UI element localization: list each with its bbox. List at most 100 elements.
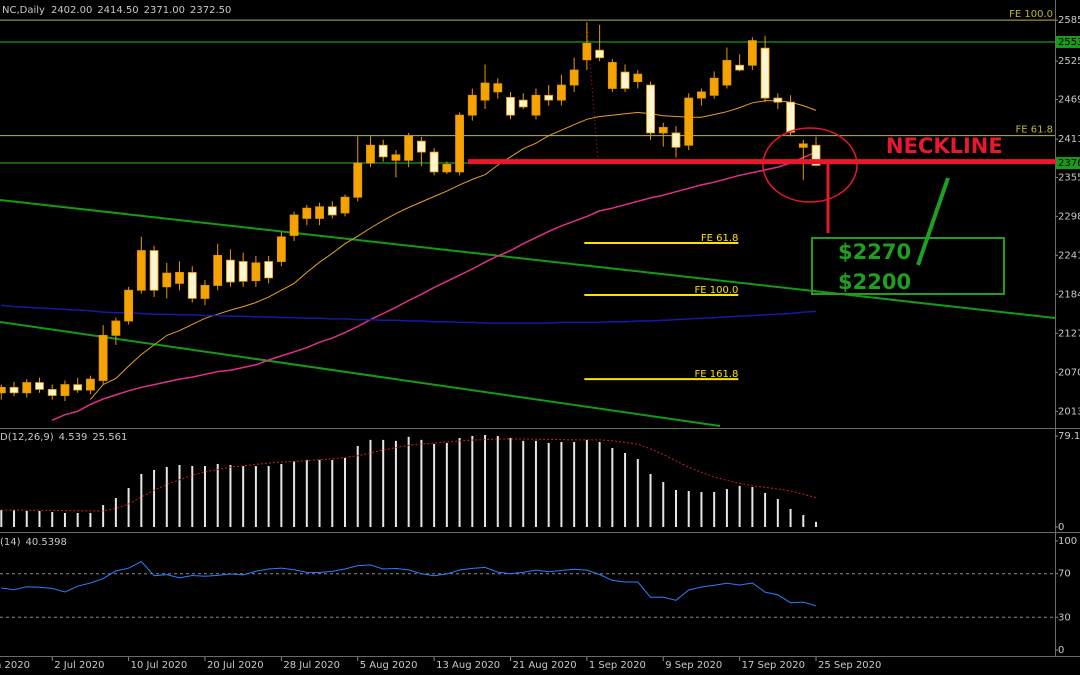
x-tick-label: 10 Jul 2020	[131, 660, 188, 671]
candle-body	[73, 384, 83, 391]
x-tick-label: 17 Sep 2020	[742, 660, 805, 671]
y-tick-label: 2070	[1058, 367, 1080, 378]
highlight-circle	[762, 127, 858, 203]
candle-body	[302, 207, 312, 219]
candle-body	[264, 261, 274, 279]
ohlc-value: 2402.00	[51, 5, 92, 16]
rsi-header: (14) 40.5398	[0, 537, 67, 548]
ohlc-value: 2371.00	[144, 5, 185, 16]
candle-body	[531, 94, 541, 116]
candle-body	[111, 320, 121, 336]
line-series	[1, 560, 817, 607]
y-tick-label: 79.1	[1058, 431, 1080, 442]
candle-body	[47, 388, 57, 396]
y-tick-label: 0	[1058, 645, 1064, 656]
indicator-value: 4.539	[59, 432, 88, 443]
candle-body	[735, 64, 745, 71]
candle-body	[251, 262, 261, 282]
candle-body	[633, 73, 643, 83]
candle-body	[798, 143, 808, 148]
price-level-label: 2553	[1058, 37, 1080, 48]
fe-target-label: FE 161.8	[694, 369, 738, 380]
fe-target-label: FE 61.8	[701, 233, 739, 244]
candle-body	[697, 91, 706, 99]
ohlc-value: 2414.50	[97, 5, 138, 16]
candle-body	[289, 214, 299, 236]
candle-body	[315, 206, 324, 219]
candle-body	[9, 386, 19, 394]
candle-body	[747, 40, 757, 66]
x-tick-label: 25 Sep 2020	[818, 660, 881, 671]
candle-body	[595, 49, 605, 59]
y-tick-label: 2355	[1058, 172, 1080, 183]
fe-target-label: FE 100.0	[694, 285, 738, 296]
candle-body	[811, 144, 821, 166]
candle-body	[493, 83, 503, 93]
candle-body	[658, 127, 668, 134]
candle-body	[480, 82, 490, 101]
x-tick-label: 2 Jul 2020	[54, 660, 104, 671]
candle-body	[760, 47, 770, 99]
indicator-name: D(12,26,9)	[0, 432, 54, 443]
price-level-label: 2376	[1058, 158, 1080, 169]
target-label: $2270	[838, 240, 911, 264]
x-tick-label: 5 Aug 2020	[360, 660, 418, 671]
price-level-tag	[1056, 35, 1080, 48]
neckline-label: NECKLINE	[886, 134, 1003, 158]
candle-body	[722, 60, 732, 86]
candle-body	[98, 334, 108, 381]
candle-body	[213, 254, 223, 286]
candle-body	[0, 386, 6, 394]
candle-body	[467, 94, 477, 116]
candle-body	[187, 272, 197, 299]
candle-body	[35, 382, 44, 390]
y-tick-label: 2184	[1058, 289, 1080, 300]
x-tick-label: n 2020	[0, 660, 30, 671]
candle-body	[149, 250, 159, 291]
indicator-value: 25.561	[92, 432, 127, 443]
candle-body	[620, 71, 630, 89]
candle-body	[506, 96, 515, 116]
candle-body	[162, 272, 172, 288]
candle-body	[136, 250, 146, 291]
y-tick-label: 2469	[1058, 94, 1080, 105]
target-box	[811, 237, 1005, 295]
y-tick-label: 2241	[1058, 250, 1080, 261]
y-tick-label: 70	[1058, 569, 1071, 580]
candle-body	[569, 69, 579, 86]
candle-body	[238, 261, 248, 282]
y-tick-label: 100	[1058, 536, 1077, 547]
trend-line	[0, 199, 1056, 319]
candle-body	[455, 114, 464, 173]
candle-body	[709, 77, 719, 96]
up-stroke	[916, 177, 950, 266]
candle-body	[226, 259, 235, 283]
candle-body	[684, 97, 694, 146]
y-tick-label: 0	[1058, 522, 1064, 533]
y-tick-label: 2298	[1058, 211, 1080, 222]
trend-line	[0, 321, 721, 427]
macd-header: D(12,26,9) 4.539 25.561	[0, 432, 127, 443]
candle-body	[773, 97, 783, 103]
x-tick-label: 20 Jul 2020	[207, 660, 264, 671]
candle-body	[60, 384, 70, 396]
y-tick-label: 2585	[1058, 15, 1080, 26]
target-label: $2200	[838, 270, 911, 294]
x-tick-label: 9 Sep 2020	[665, 660, 722, 671]
candle-body	[416, 140, 426, 153]
candle-body	[557, 84, 566, 101]
candle-body	[646, 84, 655, 134]
candle-body	[327, 206, 337, 216]
fe-level-label: FE 61.8	[1015, 125, 1053, 136]
symbol: NC,Daily	[2, 5, 45, 16]
candle-body	[607, 62, 617, 89]
candle-body	[22, 382, 32, 394]
candle-body	[429, 151, 439, 173]
candle-body	[353, 162, 363, 198]
candle-body	[442, 163, 452, 173]
fe-level-label: FE 100.0	[1009, 9, 1053, 20]
price-level-tag	[1056, 157, 1080, 170]
candle-body	[200, 285, 210, 299]
